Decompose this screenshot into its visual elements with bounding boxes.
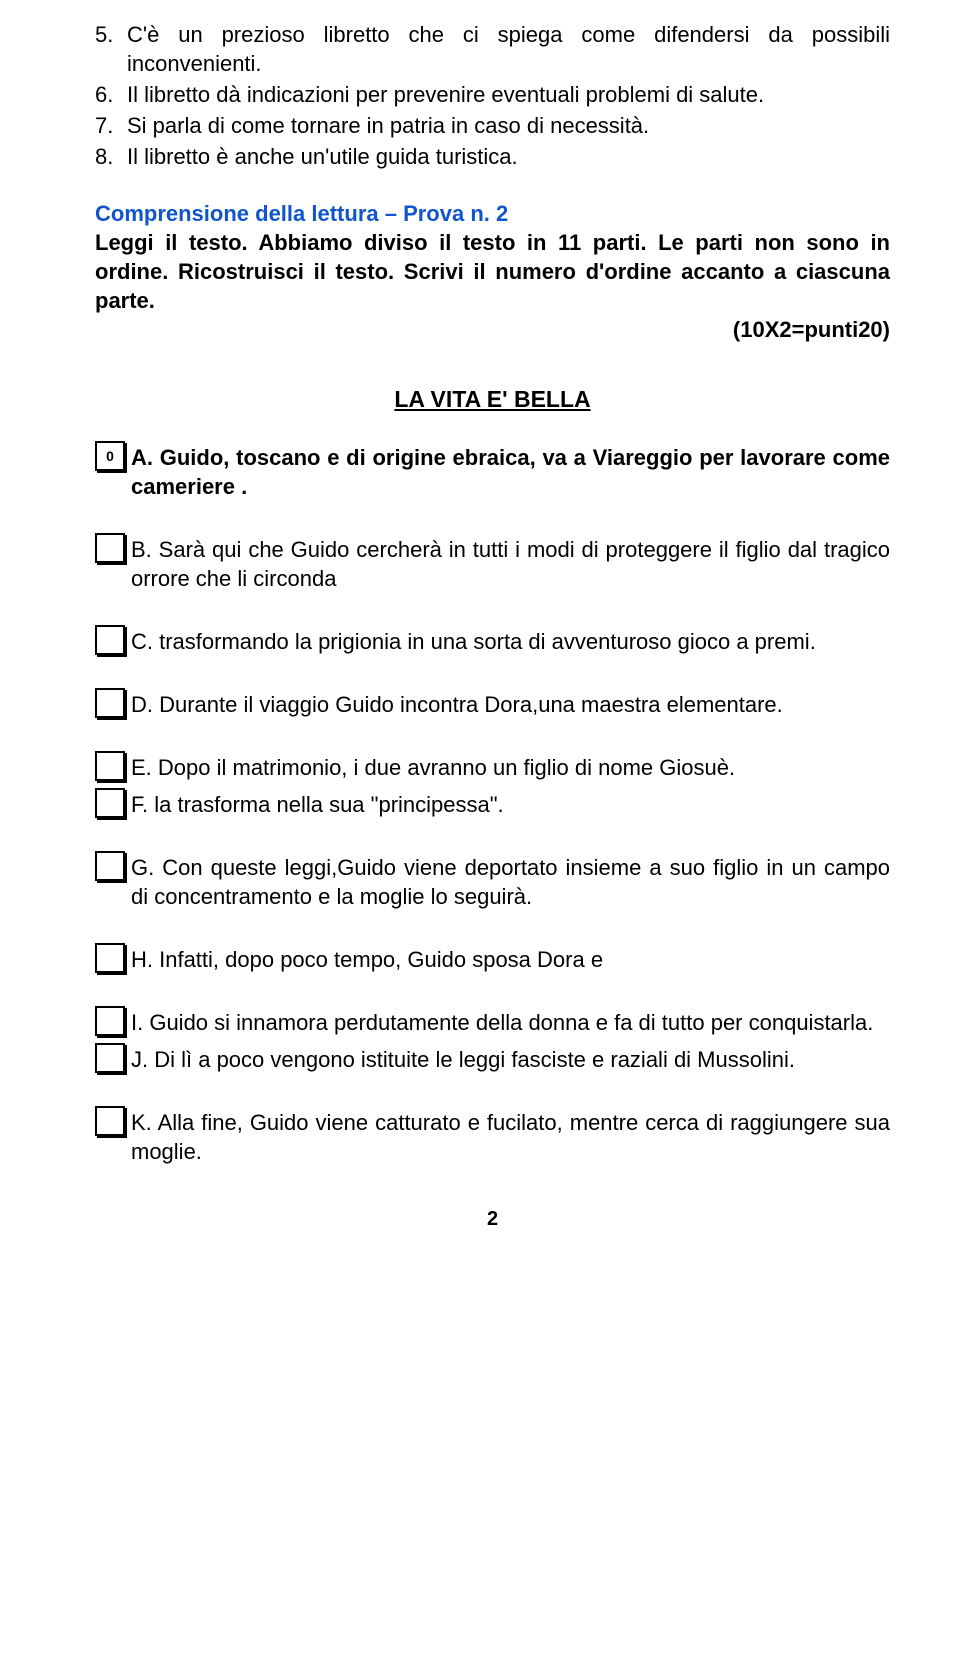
answer-box[interactable] [95, 688, 125, 718]
instructions-points: (10X2=punti20) [95, 315, 890, 344]
answer-box[interactable] [95, 751, 125, 781]
option-item: F. la trasforma nella sua "principessa". [95, 790, 890, 819]
option-item: C. trasformando la prigionia in una sort… [95, 627, 890, 656]
option-text: J. Di lì a poco vengono istituite le leg… [131, 1045, 890, 1074]
answer-box[interactable] [95, 788, 125, 818]
numbered-item: 5.C'è un prezioso libretto che ci spiega… [95, 20, 890, 78]
option-text: K. Alla fine, Guido viene catturato e fu… [131, 1108, 890, 1166]
answer-box[interactable] [95, 1106, 125, 1136]
numbered-item: 8.Il libretto è anche un'utile guida tur… [95, 142, 890, 171]
answer-box[interactable] [95, 943, 125, 973]
instructions-text: Leggi il testo. Abbiamo diviso il testo … [95, 230, 890, 313]
option-text: D. Durante il viaggio Guido incontra Dor… [131, 690, 890, 719]
option-item: G. Con queste leggi,Guido viene deportat… [95, 853, 890, 911]
item-text: C'è un prezioso libretto che ci spiega c… [127, 20, 890, 78]
item-number: 5. [95, 20, 127, 78]
options-list: 0A. Guido, toscano e di origine ebraica,… [95, 443, 890, 1166]
instructions: Leggi il testo. Abbiamo diviso il testo … [95, 228, 890, 344]
option-item: 0A. Guido, toscano e di origine ebraica,… [95, 443, 890, 501]
answer-box[interactable] [95, 1043, 125, 1073]
option-item: B. Sarà qui che Guido cercherà in tutti … [95, 535, 890, 593]
option-item: E. Dopo il matrimonio, i due avranno un … [95, 753, 890, 782]
option-item: J. Di lì a poco vengono istituite le leg… [95, 1045, 890, 1074]
answer-box[interactable]: 0 [95, 441, 125, 471]
answer-box[interactable] [95, 625, 125, 655]
option-text: G. Con queste leggi,Guido viene deportat… [131, 853, 890, 911]
item-number: 6. [95, 80, 127, 109]
option-item: D. Durante il viaggio Guido incontra Dor… [95, 690, 890, 719]
option-text: C. trasformando la prigionia in una sort… [131, 627, 890, 656]
option-text: E. Dopo il matrimonio, i due avranno un … [131, 753, 890, 782]
page-number: 2 [95, 1206, 890, 1232]
exercise-title: LA VITA E' BELLA [95, 384, 890, 414]
document-page: 5.C'è un prezioso libretto che ci spiega… [0, 0, 960, 1263]
section-title: Comprensione della lettura – Prova n. 2 [95, 201, 508, 226]
option-text: B. Sarà qui che Guido cercherà in tutti … [131, 535, 890, 593]
option-text: F. la trasforma nella sua "principessa". [131, 790, 890, 819]
numbered-item: 6.Il libretto dà indicazioni per preveni… [95, 80, 890, 109]
item-text: Il libretto è anche un'utile guida turis… [127, 142, 890, 171]
numbered-list: 5.C'è un prezioso libretto che ci spiega… [95, 20, 890, 171]
option-item: K. Alla fine, Guido viene catturato e fu… [95, 1108, 890, 1166]
option-item: H. Infatti, dopo poco tempo, Guido sposa… [95, 945, 890, 974]
answer-box[interactable] [95, 533, 125, 563]
option-text: A. Guido, toscano e di origine ebraica, … [131, 443, 890, 501]
answer-box[interactable] [95, 851, 125, 881]
item-number: 7. [95, 111, 127, 140]
option-text: I. Guido si innamora perdutamente della … [131, 1008, 890, 1037]
item-number: 8. [95, 142, 127, 171]
item-text: Il libretto dà indicazioni per prevenire… [127, 80, 890, 109]
item-text: Si parla di come tornare in patria in ca… [127, 111, 890, 140]
option-text: H. Infatti, dopo poco tempo, Guido sposa… [131, 945, 890, 974]
section-heading: Comprensione della lettura – Prova n. 2 [95, 199, 890, 228]
option-item: I. Guido si innamora perdutamente della … [95, 1008, 890, 1037]
answer-box[interactable] [95, 1006, 125, 1036]
numbered-item: 7.Si parla di come tornare in patria in … [95, 111, 890, 140]
